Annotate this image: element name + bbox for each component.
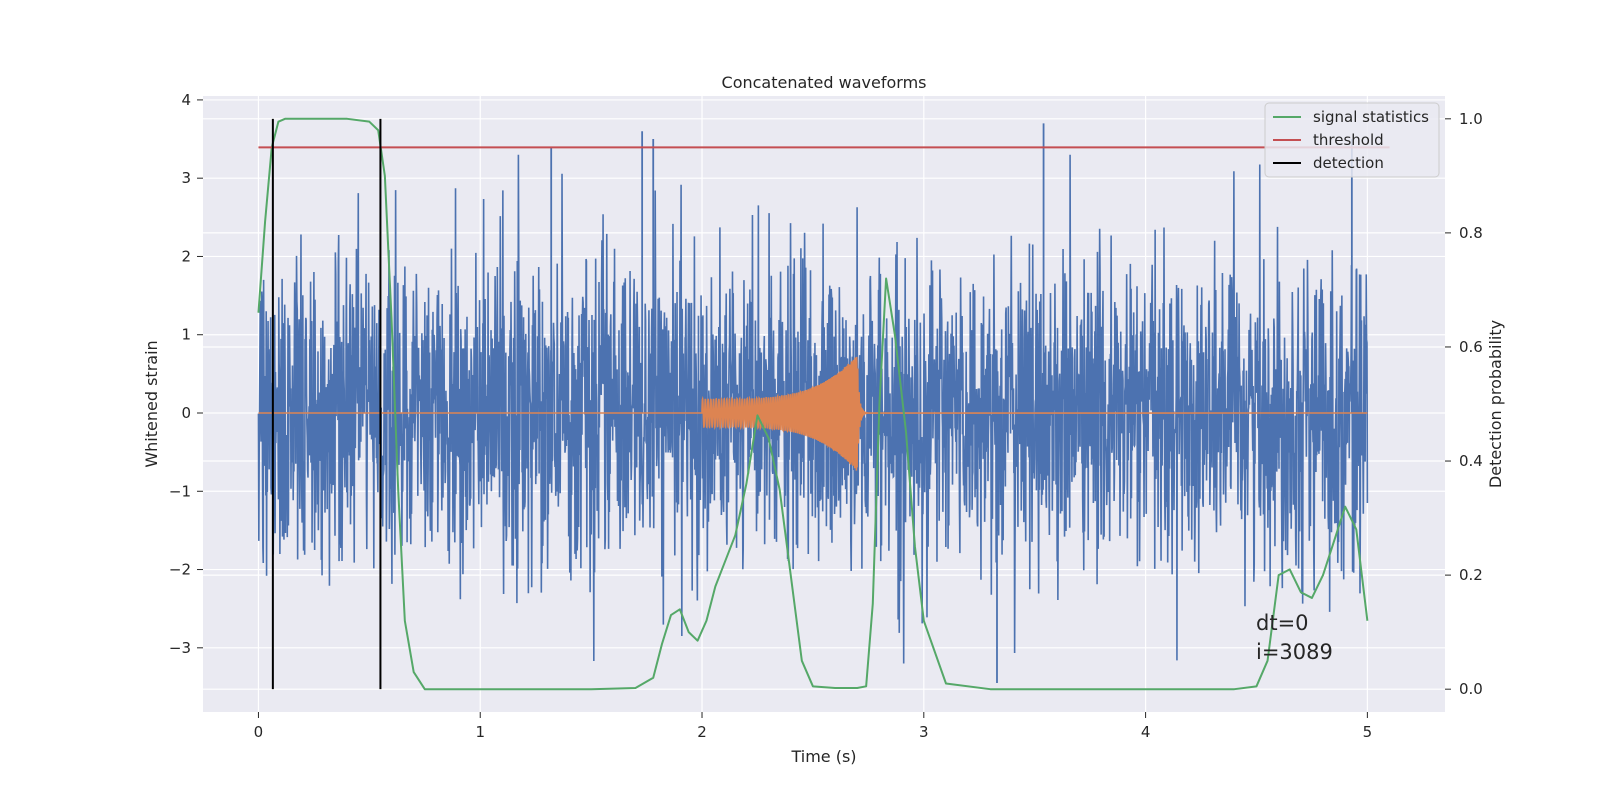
y-tick-label: 2 [181,247,191,265]
x-tick-label: 2 [697,723,707,741]
y-tick-label: 1 [181,326,191,344]
y-tick-label: 3 [181,169,191,187]
x-axis-label: Time (s) [790,747,856,766]
annotation-index: i=3089 [1256,640,1333,664]
annotation-dt: dt=0 [1256,611,1309,635]
y-right-tick-label: 0.4 [1459,452,1483,470]
legend-label-detection: detection [1313,154,1384,172]
x-tick-label: 1 [475,723,485,741]
signal-statistics-line [257,117,1369,691]
y-tick-label: −3 [169,639,191,657]
injection-series [258,356,1368,471]
y-right-tick-label: 0.6 [1459,338,1483,356]
legend-label-signal-statistics: signal statistics [1313,108,1429,126]
ticks: 0 1 2 3 4 5 −3 −2 −1 0 1 2 3 4 0.0 0.2 0.4 0.6 0.8 1.0 [169,91,1483,741]
y-right-tick-label: 0.0 [1459,680,1483,698]
x-tick-label: 3 [919,723,929,741]
y-right-tick-label: 0.2 [1459,566,1483,584]
legend-label-threshold: threshold [1313,131,1384,149]
y-axis-right-label: Detection probability [1486,320,1505,488]
statistic-series [257,117,1369,691]
y-right-tick-label: 1.0 [1459,110,1483,128]
x-tick-label: 5 [1363,723,1373,741]
y-axis-label: Whitened strain [142,340,161,467]
x-tick-label: 4 [1141,723,1151,741]
injection-line [258,356,1368,471]
legend-box [1264,102,1440,178]
legend: signal statistics threshold detection [1264,102,1440,178]
y-tick-label: 4 [181,91,191,109]
detection-series [258,118,1390,690]
y-right-tick-label: 0.8 [1459,224,1483,242]
y-tick-label: −1 [169,482,191,500]
chart-title: Concatenated waveforms [722,73,927,92]
y-tick-label: −2 [169,561,191,579]
x-tick-label: 0 [254,723,264,741]
y-tick-label: 0 [181,404,191,422]
